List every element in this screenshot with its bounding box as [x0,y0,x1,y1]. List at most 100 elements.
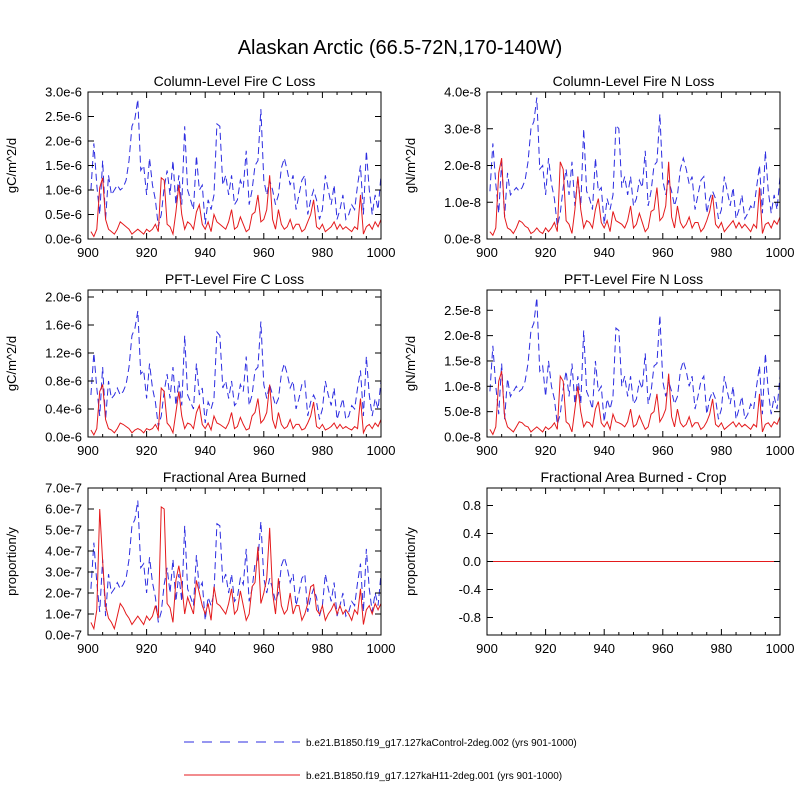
x-tick-label: 980 [312,641,334,656]
y-tick-label: 1.0e-8 [444,195,481,210]
legend-label: b.e21.B1850.f19_g17.127kaH11-2deg.001 (y… [306,771,562,782]
y-tick-label: 1.0e-7 [45,607,82,622]
panel-title: Column-Level Fire N Loss [553,73,715,89]
y-tick-label: 1.5e-6 [45,158,82,173]
panel-title: Column-Level Fire C Loss [154,73,316,89]
y-tick-label: 1.0e-6 [45,183,82,198]
x-tick-label: 900 [476,641,498,656]
x-tick-label: 960 [652,245,674,260]
y-tick-label: 5.0e-8 [444,404,481,419]
x-tick-label: 900 [77,443,99,458]
series-line-control [489,97,781,227]
y-tick-label: 1.6e-6 [45,318,82,333]
series-line-h11 [489,370,781,436]
x-tick-label: 960 [253,443,275,458]
x-tick-label: 1000 [367,641,396,656]
x-tick-label: 900 [476,245,498,260]
x-tick-label: 960 [253,641,275,656]
x-tick-label: 920 [136,245,158,260]
x-tick-label: 980 [312,245,334,260]
y-tick-label: 2.0e-8 [444,158,481,173]
y-tick-label: 4.0e-8 [444,85,481,100]
x-tick-label: 940 [593,641,615,656]
chart-panel-1: Column-Level Fire N Loss 900 920 940 960 980 1… [403,73,794,260]
legend-label: b.e21.B1850.f19_g17.127kaControl-2deg.00… [306,738,577,749]
x-tick-label: 980 [711,245,733,260]
x-tick-label: 1000 [766,443,795,458]
panel-title: PFT-Level Fire N Loss [564,271,703,287]
chart-panel-3: PFT-Level Fire N Loss 900 920 940 960 980 1000… [403,271,794,458]
x-tick-label: 940 [593,443,615,458]
y-axis-label: proportion/y [4,527,19,596]
y-tick-label: 2.0e-8 [444,328,481,343]
y-tick-label: -0.4 [459,582,481,597]
y-tick-label: 0.0e-8 [444,232,481,247]
y-tick-label: 3.0e-6 [45,85,82,100]
series-line-control [90,99,382,227]
legend: b.e21.B1850.f19_g17.127kaControl-2deg.00… [184,738,577,782]
x-tick-label: 980 [711,443,733,458]
x-tick-label: 900 [77,245,99,260]
chart-panel-2: PFT-Level Fire C Loss 900 920 940 960 980 1000… [4,271,395,458]
y-tick-label: 0.0e-6 [45,232,82,247]
x-tick-label: 940 [194,443,216,458]
x-tick-label: 980 [711,641,733,656]
x-tick-label: 940 [194,641,216,656]
series-line-h11 [489,158,781,237]
plot-frame [87,91,382,240]
chart-panel-0: Column-Level Fire C Loss 900 920 940 960 980 1… [4,73,395,260]
x-tick-label: 920 [535,443,557,458]
x-tick-label: 920 [535,641,557,656]
y-axis-label: gC/m^2/d [4,138,19,193]
x-tick-label: 1000 [367,245,396,260]
y-tick-label: 2.0e-7 [45,586,82,601]
y-tick-label: 3.0e-7 [45,565,82,580]
x-tick-label: 900 [77,641,99,656]
x-tick-label: 1000 [766,245,795,260]
y-tick-label: 1.0e-8 [444,379,481,394]
x-tick-label: 1000 [766,641,795,656]
y-axis-label: gC/m^2/d [4,336,19,391]
y-tick-label: -0.8 [459,610,481,625]
x-tick-label: 1000 [367,443,396,458]
y-tick-label: 2.5e-8 [444,303,481,318]
x-tick-label: 940 [194,245,216,260]
x-tick-label: 960 [652,443,674,458]
x-tick-label: 920 [136,443,158,458]
panels: Column-Level Fire C Loss 900 920 940 960 980 1… [4,73,794,656]
panel-title: Fractional Area Burned [163,469,306,485]
x-tick-label: 920 [136,641,158,656]
y-tick-label: 0.0e-6 [45,430,82,445]
panel-title: Fractional Area Burned - Crop [541,469,727,485]
y-tick-label: 0.4e-6 [45,402,82,417]
y-tick-label: 0.8 [463,498,481,513]
y-tick-label: 2.0e-6 [45,134,82,149]
y-tick-label: 1.5e-8 [444,353,481,368]
x-tick-label: 980 [312,443,334,458]
y-tick-label: 0.0e-8 [444,430,481,445]
y-tick-label: 2.0e-6 [45,290,82,305]
y-axis-label: gN/m^2/d [403,138,418,193]
series-line-h11 [90,384,382,436]
y-tick-label: 0.0e-7 [45,628,82,643]
y-tick-label: 5.0e-7 [45,523,82,538]
y-tick-label: 0.8e-6 [45,374,82,389]
y-tick-label: 3.0e-8 [444,121,481,136]
y-tick-label: 4.0e-7 [45,544,82,559]
chart-panel-5: Fractional Area Burned - Crop 900 920 940 96… [403,469,794,656]
y-tick-label: 2.5e-6 [45,109,82,124]
y-tick-label: 0.0 [463,554,481,569]
series-line-h11 [90,505,382,631]
series-line-h11 [90,175,382,238]
y-axis-label: proportion/y [403,527,418,596]
y-tick-label: 6.0e-7 [45,502,82,517]
series-line-control [90,310,382,427]
x-tick-label: 960 [253,245,275,260]
y-tick-label: 0.5e-6 [45,207,82,222]
panel-title: PFT-Level Fire C Loss [165,271,304,287]
x-tick-label: 920 [535,245,557,260]
series-line-control [489,297,781,425]
chart-panel-4: Fractional Area Burned 900 920 940 960 980 100… [4,469,395,656]
y-tick-label: 7.0e-7 [45,481,82,496]
x-tick-label: 940 [593,245,615,260]
